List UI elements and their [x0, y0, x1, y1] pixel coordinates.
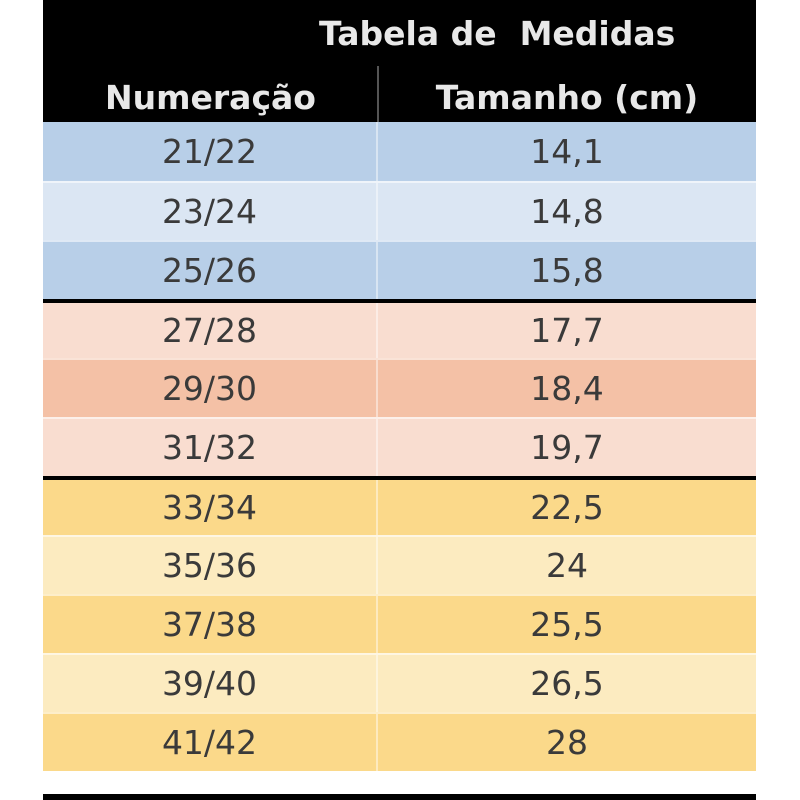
column-header-numeracao: Numeração	[105, 78, 316, 117]
cell-numeracao: 33/34	[43, 480, 378, 535]
table-bottom-border	[43, 794, 756, 800]
table-row: 31/32 19,7	[43, 417, 756, 476]
cell-tamanho: 24	[546, 546, 588, 585]
table-row: 33/34 22,5	[43, 476, 756, 535]
cell-numeracao: 27/28	[43, 303, 378, 358]
table-row: 25/26 15,8	[43, 240, 756, 299]
size-chart-table: Tabela de Medidas Numeração Tamanho (cm)…	[43, 0, 756, 800]
cell-numeracao: 41/42	[43, 714, 378, 771]
cell-numeracao: 37/38	[43, 596, 378, 653]
cell-tamanho: 14,1	[530, 132, 604, 171]
table-row: 37/38 25,5	[43, 594, 756, 653]
cell-tamanho: 19,7	[530, 428, 604, 467]
table-row: 35/36 24	[43, 535, 756, 594]
table-row: 23/24 14,8	[43, 181, 756, 240]
table-row: 39/40 26,5	[43, 653, 756, 712]
cell-tamanho: 15,8	[530, 251, 604, 290]
table-row: 21/22 14,1	[43, 122, 756, 181]
cell-tamanho: 18,4	[530, 369, 604, 408]
table-header: Tabela de Medidas Numeração Tamanho (cm)	[43, 0, 756, 122]
column-header-tamanho: Tamanho (cm)	[435, 78, 699, 117]
table-row: 29/30 18,4	[43, 358, 756, 417]
cell-numeracao: 21/22	[43, 122, 378, 181]
cell-tamanho: 25,5	[530, 605, 604, 644]
cell-tamanho: 28	[546, 723, 588, 762]
cell-numeracao: 29/30	[43, 360, 378, 417]
cell-numeracao: 39/40	[43, 655, 378, 712]
cell-tamanho: 22,5	[530, 488, 604, 527]
cell-numeracao: 25/26	[43, 242, 378, 299]
table-title: Tabela de Medidas	[319, 14, 676, 53]
table-body: 21/22 14,1 23/24 14,8 25/26 15,8 27/28 17,7 …	[43, 122, 756, 771]
cell-tamanho: 26,5	[530, 664, 604, 703]
cell-numeracao: 23/24	[43, 183, 378, 240]
cell-tamanho: 17,7	[530, 311, 604, 350]
header-divider	[377, 66, 379, 122]
table-row: 27/28 17,7	[43, 299, 756, 358]
cell-tamanho: 14,8	[530, 192, 604, 231]
cell-numeracao: 35/36	[43, 537, 378, 594]
table-row: 41/42 28	[43, 712, 756, 771]
cell-numeracao: 31/32	[43, 419, 378, 476]
